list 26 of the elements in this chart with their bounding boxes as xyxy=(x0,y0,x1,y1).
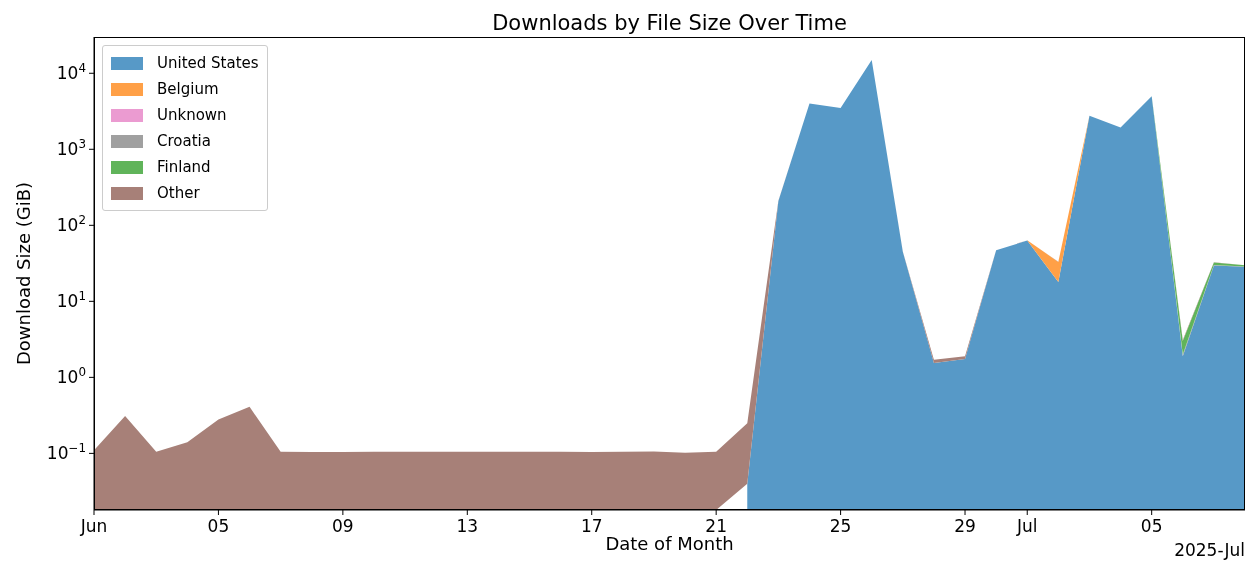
x-tick-label: 05 xyxy=(207,516,230,536)
x-tick-label: 13 xyxy=(456,516,479,536)
text: 2025-Jul xyxy=(1174,540,1245,560)
x-tick-label: 17 xyxy=(580,516,603,536)
legend-label: Unknown xyxy=(157,106,227,124)
x-axis-title: Date of Month xyxy=(605,533,734,554)
x-tick-label: 25 xyxy=(829,516,852,536)
x-tick-label: 05 xyxy=(1140,516,1163,536)
x-tick-label: Jul xyxy=(1015,516,1038,536)
y-tick-label: 10$^{4}$ xyxy=(56,61,86,84)
x-tick-label: 21 xyxy=(705,516,727,536)
legend-label: Belgium xyxy=(157,80,219,98)
legend-label: United States xyxy=(157,54,259,72)
y-tick-label: 10$^{3}$ xyxy=(56,137,86,160)
legend-label: Other xyxy=(157,184,200,202)
x-tick-label: 09 xyxy=(332,516,354,536)
x-tick-label: 29 xyxy=(954,516,976,536)
legend-label: Croatia xyxy=(157,132,211,150)
y-tick-label: 10$^{−1}$ xyxy=(46,441,86,464)
y-tick-label: 10$^{2}$ xyxy=(56,213,86,236)
y-tick-label: 10$^{0}$ xyxy=(56,365,86,388)
x-tick-label: Jun xyxy=(79,516,108,536)
chart-title: Downloads by File Size Over Time xyxy=(491,11,848,35)
y-tick-label: 10$^{1}$ xyxy=(56,289,86,312)
legend-label: Finland xyxy=(157,158,211,176)
y-axis-title: Download Size (GiB) xyxy=(13,181,35,366)
